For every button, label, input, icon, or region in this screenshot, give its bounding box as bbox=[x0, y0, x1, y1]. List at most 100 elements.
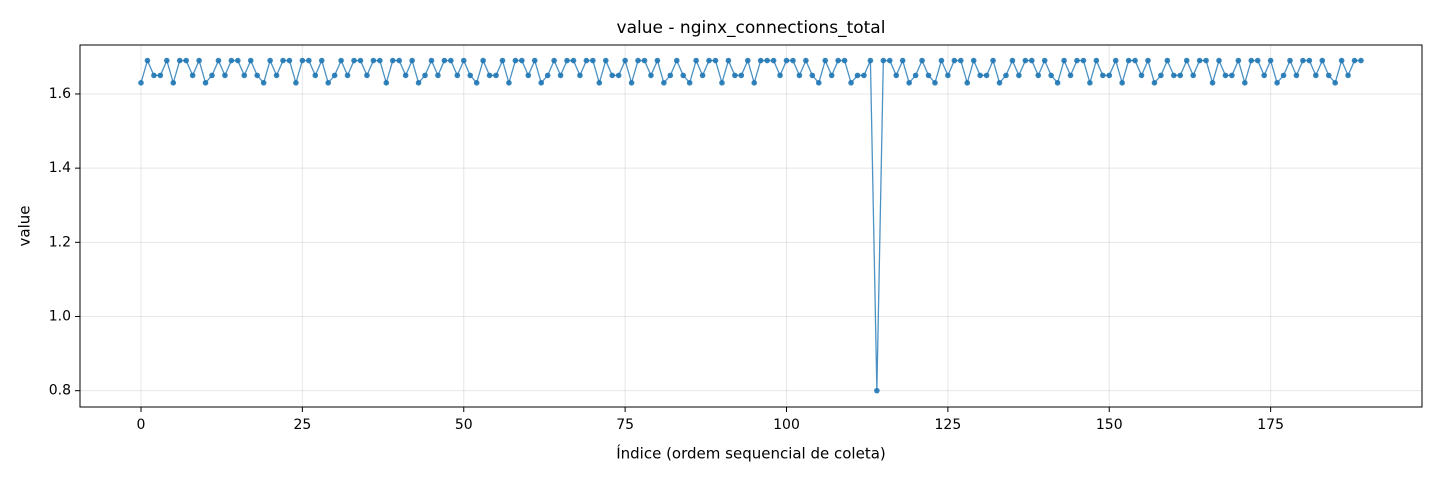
x-tick-label: 100 bbox=[773, 417, 800, 433]
data-point bbox=[951, 57, 958, 64]
y-tick-label: 1.2 bbox=[49, 234, 71, 250]
data-point bbox=[712, 57, 719, 64]
data-point bbox=[215, 57, 222, 64]
data-point bbox=[764, 57, 770, 64]
data-point bbox=[480, 57, 486, 64]
data-point bbox=[389, 57, 396, 64]
data-point bbox=[1332, 80, 1338, 86]
data-point bbox=[435, 72, 441, 79]
data-point bbox=[325, 80, 331, 86]
data-point bbox=[357, 57, 364, 64]
data-point bbox=[1054, 80, 1061, 86]
data-point bbox=[525, 72, 532, 79]
data-point bbox=[1061, 57, 1067, 64]
data-point bbox=[906, 80, 912, 86]
data-point bbox=[706, 57, 712, 64]
data-point bbox=[1041, 57, 1048, 64]
data-point bbox=[506, 80, 512, 86]
data-point bbox=[448, 57, 454, 64]
data-point bbox=[1093, 57, 1100, 64]
data-point bbox=[983, 72, 990, 79]
data-point bbox=[1229, 72, 1235, 79]
data-point bbox=[1183, 57, 1190, 64]
data-point bbox=[783, 57, 790, 64]
data-point bbox=[932, 80, 938, 86]
data-point bbox=[499, 57, 506, 64]
data-point bbox=[370, 57, 377, 64]
data-point bbox=[1300, 57, 1306, 64]
data-point bbox=[1267, 57, 1274, 64]
plot-frame bbox=[79, 44, 1423, 408]
data-point bbox=[377, 57, 383, 64]
data-point bbox=[1138, 72, 1145, 79]
data-point bbox=[680, 72, 687, 79]
data-point bbox=[189, 72, 196, 79]
data-point bbox=[241, 72, 248, 79]
data-point bbox=[344, 72, 351, 79]
data-point bbox=[1293, 72, 1300, 79]
data-point bbox=[1196, 57, 1203, 64]
data-point bbox=[280, 57, 286, 64]
data-point bbox=[725, 57, 732, 64]
data-point bbox=[493, 72, 499, 79]
data-point bbox=[1319, 57, 1326, 64]
data-point bbox=[454, 72, 461, 79]
data-point bbox=[1171, 72, 1177, 79]
data-point bbox=[183, 57, 189, 64]
data-point bbox=[628, 80, 635, 86]
data-point bbox=[893, 72, 900, 79]
data-point bbox=[1158, 72, 1164, 79]
data-point bbox=[1190, 72, 1196, 79]
data-point bbox=[351, 57, 357, 64]
data-point bbox=[1351, 57, 1358, 64]
data-point bbox=[1112, 57, 1119, 64]
data-point bbox=[1074, 57, 1080, 64]
data-point bbox=[228, 57, 235, 64]
data-point bbox=[396, 57, 403, 64]
data-point bbox=[441, 57, 448, 64]
data-point bbox=[364, 72, 370, 79]
data-point bbox=[538, 80, 545, 86]
data-point bbox=[402, 72, 409, 79]
data-point bbox=[1003, 72, 1009, 79]
data-point bbox=[919, 57, 925, 64]
data-point bbox=[306, 57, 312, 64]
data-point bbox=[1099, 72, 1106, 79]
data-point bbox=[1242, 80, 1248, 86]
data-point bbox=[1235, 57, 1242, 64]
data-point bbox=[583, 57, 590, 64]
data-point bbox=[209, 72, 215, 79]
x-tick-label: 0 bbox=[137, 417, 146, 433]
data-point bbox=[693, 57, 699, 64]
data-point bbox=[286, 57, 293, 64]
data-point bbox=[757, 57, 764, 64]
data-point bbox=[602, 57, 609, 64]
data-point bbox=[428, 57, 435, 64]
data-point bbox=[551, 57, 557, 64]
data-point bbox=[861, 72, 867, 79]
data-point bbox=[1009, 57, 1016, 64]
data-point bbox=[557, 72, 564, 79]
data-point bbox=[235, 57, 241, 64]
data-point bbox=[1345, 72, 1351, 79]
data-point bbox=[144, 57, 151, 64]
data-point bbox=[473, 80, 480, 86]
data-point bbox=[822, 57, 829, 64]
data-point bbox=[467, 72, 474, 79]
data-point bbox=[267, 57, 273, 64]
data-point bbox=[138, 80, 144, 86]
data-point bbox=[719, 80, 725, 86]
data-point bbox=[1022, 57, 1029, 64]
data-point bbox=[796, 72, 803, 79]
data-point bbox=[790, 57, 796, 64]
data-point bbox=[938, 57, 945, 64]
data-point bbox=[247, 57, 254, 64]
series-line bbox=[140, 58, 1361, 391]
data-point bbox=[151, 72, 157, 79]
data-point bbox=[196, 57, 202, 64]
x-tick-label: 175 bbox=[1257, 417, 1284, 433]
data-point bbox=[874, 387, 880, 394]
data-point bbox=[1358, 57, 1364, 64]
data-point bbox=[648, 72, 654, 79]
